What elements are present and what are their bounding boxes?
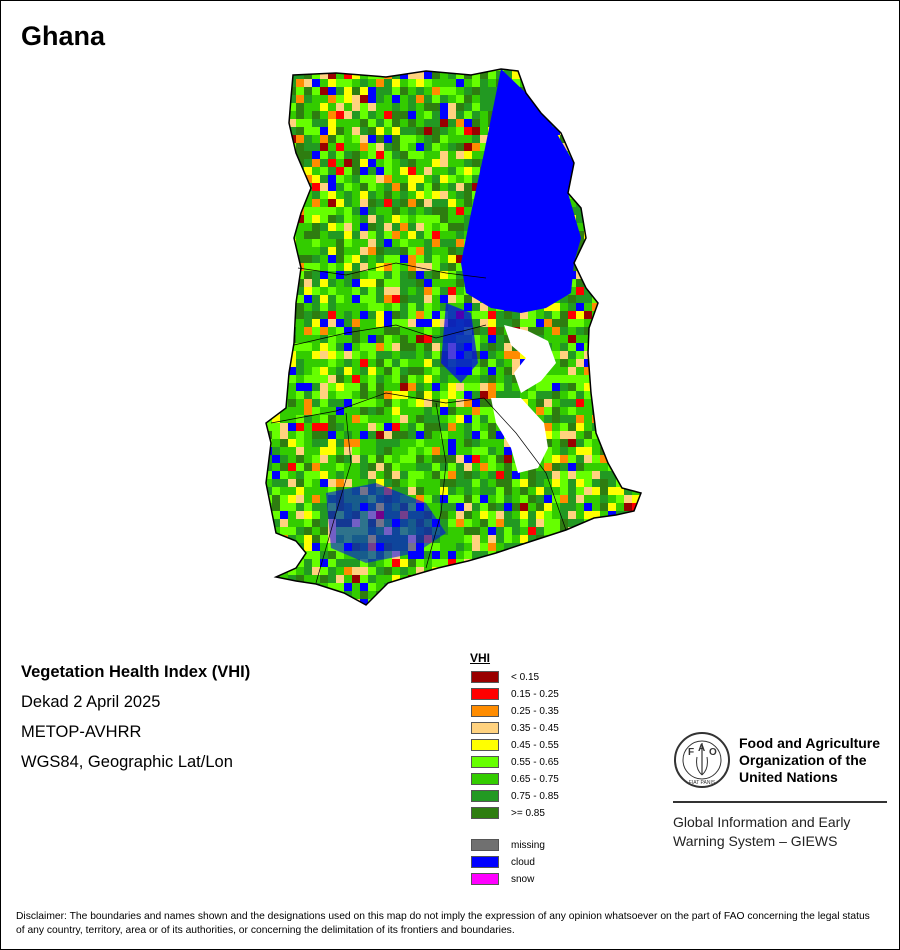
admin-boundaries	[270, 262, 567, 584]
emblem-letter: F	[688, 747, 694, 758]
legend-item: 0.35 - 0.45	[470, 720, 559, 737]
legend-title: VHI	[470, 651, 491, 665]
legend-label: missing	[511, 840, 545, 851]
legend-swatch	[471, 739, 499, 751]
lake-volta	[504, 325, 556, 393]
region-boundary	[297, 262, 487, 279]
disclaimer: Disclaimer: The boundaries and names sho…	[16, 911, 870, 936]
sensor: METOP-AVHRR	[21, 723, 142, 741]
legend-item: 0.15 - 0.25	[470, 686, 559, 703]
legend-item: 0.55 - 0.65	[470, 754, 559, 771]
fao-name: Food and Agriculture Organization of the…	[739, 735, 881, 785]
legend-item: missing	[470, 837, 545, 854]
emblem-letter: O	[709, 747, 717, 758]
legend-classes: < 0.15 0.15 - 0.25 0.25 - 0.35 0.35 - 0.45 0…	[470, 669, 559, 822]
legend-swatch	[471, 722, 499, 734]
legend-swatch	[471, 807, 499, 819]
legend-swatch	[471, 856, 499, 868]
legend-item: >= 0.85	[470, 805, 545, 822]
map-info: Vegetation Health Index (VHI) Dekad 2 Ap…	[21, 657, 250, 777]
legend-label: snow	[511, 874, 535, 885]
cloud-region-central	[441, 303, 478, 383]
cloud-region-southwest	[326, 483, 446, 563]
emblem-motto: FIAT PANIS	[689, 780, 716, 786]
legend-label: 0.35 - 0.45	[511, 723, 559, 734]
legend-label: 0.15 - 0.25	[511, 689, 559, 700]
legend-swatch	[471, 688, 499, 700]
legend-swatch	[471, 756, 499, 768]
cloud-region-northeast	[461, 69, 581, 313]
legend-item: < 0.15	[470, 669, 539, 686]
legend-swatch	[471, 773, 499, 785]
legend-item: 0.65 - 0.75	[470, 771, 559, 788]
legend-label: >= 0.85	[511, 808, 545, 819]
region-boundary	[315, 412, 352, 584]
region-boundary	[270, 392, 485, 424]
index-title: Vegetation Health Index (VHI)	[21, 663, 251, 681]
giews-name: Global Information and Early Warning Sys…	[673, 814, 851, 849]
legend-item: snow	[470, 871, 534, 888]
region-boundary	[293, 324, 487, 346]
legend-label: 0.55 - 0.65	[511, 757, 559, 768]
legend-swatch	[471, 671, 499, 683]
projection: WGS84, Geographic Lat/Lon	[21, 753, 233, 771]
region-boundary	[425, 402, 447, 569]
legend-swatch	[471, 873, 499, 885]
time-period: Dekad 2 April 2025	[21, 693, 161, 711]
legend-item: 0.75 - 0.85	[470, 788, 559, 805]
legend-label: cloud	[511, 857, 535, 868]
legend-swatch	[471, 790, 499, 802]
legend-item: 0.45 - 0.55	[470, 737, 559, 754]
vhi-map	[256, 63, 656, 613]
region-boundary	[483, 397, 567, 531]
legend-item: cloud	[470, 854, 535, 871]
vhi-legend: VHI < 0.15 0.15 - 0.25 0.25 - 0.35 0.35 - 0…	[470, 651, 559, 888]
fao-emblem-icon: F A O FIAT PANIS	[674, 732, 730, 788]
ghana-vhi-raster	[265, 68, 642, 606]
legend-label: 0.45 - 0.55	[511, 740, 559, 751]
legend-label: < 0.15	[511, 672, 540, 683]
lake-volta-south	[491, 398, 548, 473]
legend-swatch	[471, 705, 499, 717]
emblem-letter: A	[698, 743, 705, 754]
legend-label: 0.75 - 0.85	[511, 791, 559, 802]
legend-other: missing cloud snow	[470, 837, 545, 888]
country-title: Ghana	[21, 21, 106, 51]
legend-label: 0.65 - 0.75	[511, 774, 559, 785]
divider	[673, 801, 887, 803]
legend-label: 0.25 - 0.35	[511, 706, 559, 717]
legend-item: 0.25 - 0.35	[470, 703, 559, 720]
legend-swatch	[471, 839, 499, 851]
